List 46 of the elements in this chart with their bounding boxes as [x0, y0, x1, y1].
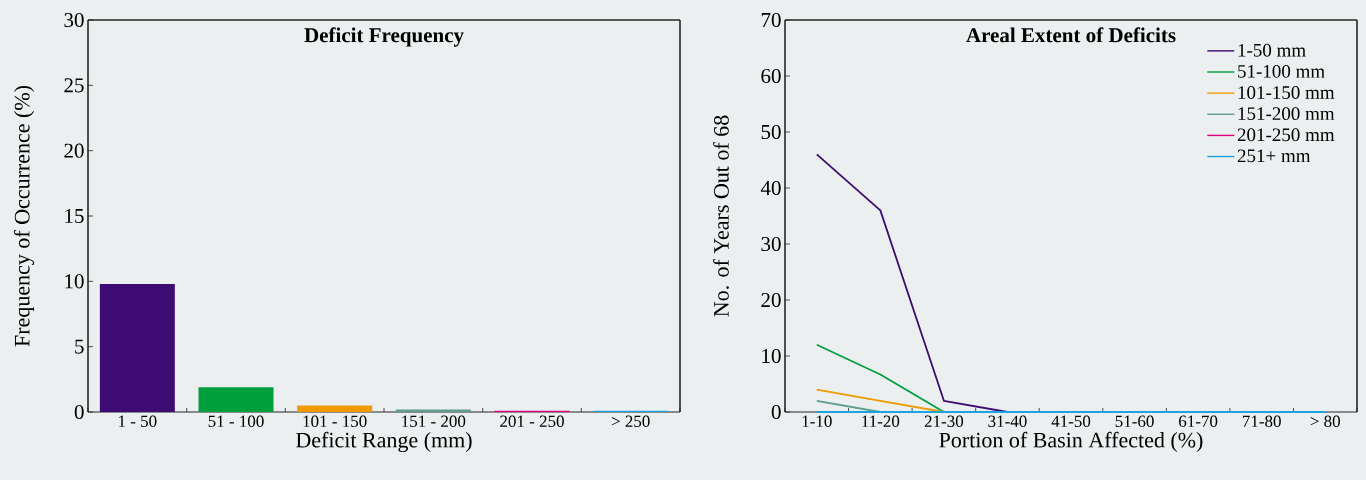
- x-tick-label: 201 - 250: [500, 415, 564, 428]
- legend-label: 1-50 mm: [1238, 43, 1306, 57]
- y-tick-label: 15: [65, 208, 84, 224]
- bar: [198, 387, 274, 412]
- y-tick-label: 40: [760, 180, 781, 196]
- y-tick-label: 0: [771, 404, 781, 420]
- x-axis-title: Deficit Range (mm): [296, 431, 472, 453]
- chart-title: Deficit Frequency: [304, 27, 464, 47]
- x-tick-label: 71-80: [1242, 415, 1281, 428]
- y-tick-label: 10: [65, 274, 84, 289]
- y-axis-title: No. of Years Out of 68: [713, 115, 729, 317]
- chart-title: Areal Extent of Deficits: [966, 27, 1176, 43]
- x-tick-label: 51 - 100: [208, 415, 264, 428]
- x-tick-label: 1-10: [802, 415, 832, 428]
- y-tick-label: 50: [761, 124, 781, 140]
- legend-label: 201-250 mm: [1237, 128, 1335, 142]
- x-tick-label: 11-20: [862, 415, 900, 428]
- y-tick-label: 30: [761, 236, 781, 252]
- x-tick-label: 21-30: [924, 415, 964, 428]
- x-tick-label: 101 - 150: [303, 415, 367, 428]
- y-tick-label: 25: [64, 78, 84, 93]
- x-tick-label: > 250: [611, 415, 650, 428]
- x-axis-title: Portion of Basin Affected (%): [939, 431, 1203, 453]
- x-tick-label: > 80: [1310, 415, 1340, 428]
- y-tick-label: 5: [75, 339, 84, 354]
- y-tick-label: 0: [74, 404, 84, 420]
- x-tick-label: 31-40: [988, 415, 1027, 428]
- y-tick-label: 60: [761, 68, 781, 84]
- y-tick-label: 20: [761, 292, 781, 308]
- legend-label: 101-150 mm: [1238, 86, 1335, 99]
- y-tick-label: 10: [762, 348, 781, 364]
- bar: [99, 283, 175, 412]
- y-tick-label: 30: [64, 12, 84, 28]
- x-tick-label: 151 - 200: [402, 415, 466, 428]
- legend-label: 51-100 mm: [1238, 64, 1325, 78]
- x-tick-label: 1 - 50: [119, 415, 157, 428]
- legend-label: 151-200 mm: [1238, 107, 1335, 121]
- y-tick-label: 20: [64, 143, 84, 158]
- x-tick-label: 51-60: [1115, 415, 1154, 428]
- bar: [395, 409, 471, 412]
- bar: [297, 405, 373, 412]
- y-tick-label: 70: [761, 12, 781, 28]
- x-tick-label: 41-50: [1051, 415, 1091, 428]
- legend-label: 251+ mm: [1237, 149, 1311, 163]
- x-tick-label: 61-70: [1179, 415, 1218, 428]
- y-axis-title: Frequency of Occurrence (%): [13, 85, 35, 347]
